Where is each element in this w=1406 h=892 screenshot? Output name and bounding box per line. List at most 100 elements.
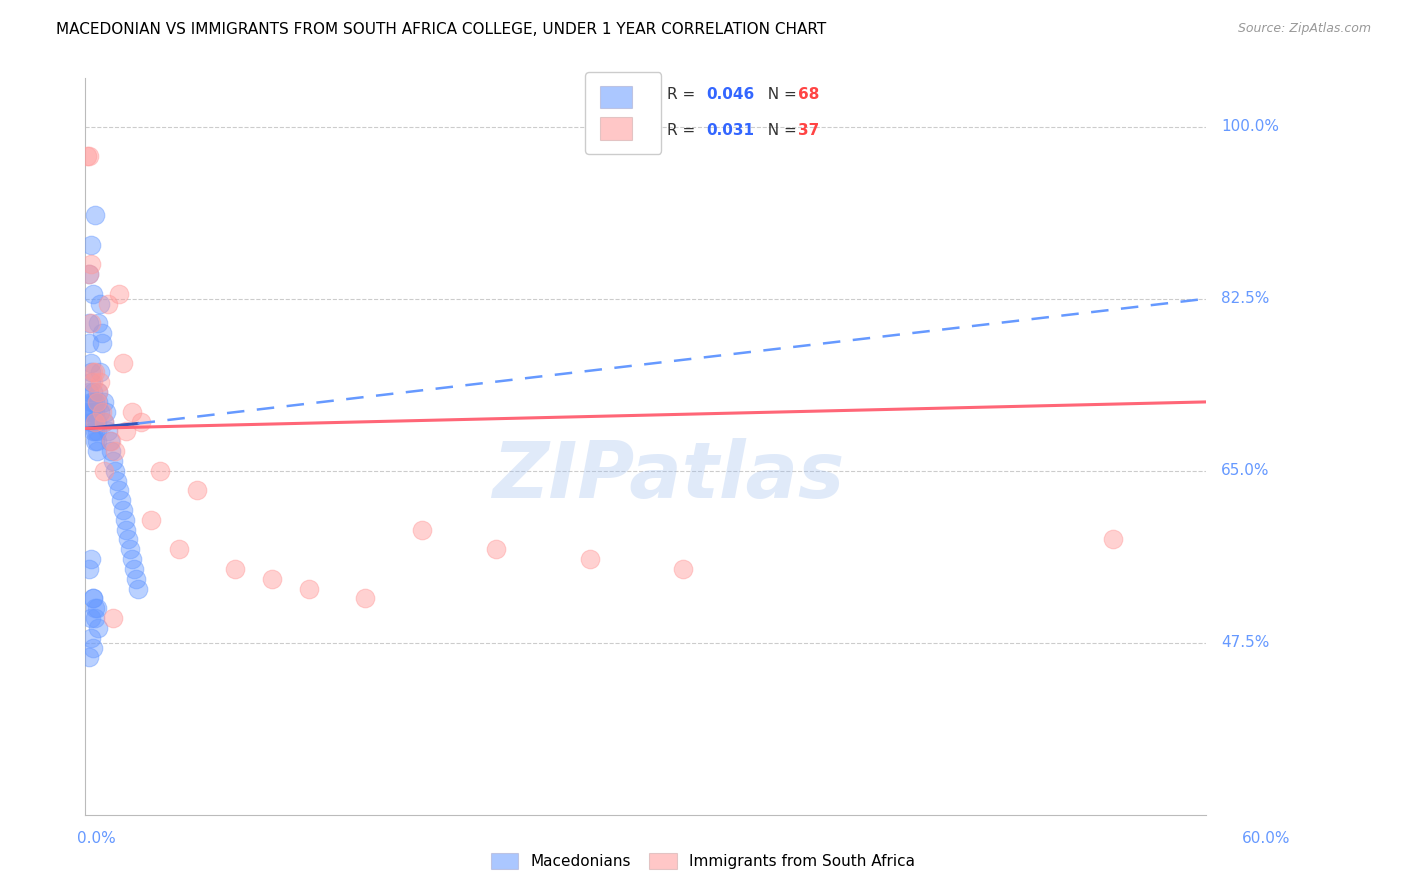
Point: [122, 562, 145, 576]
Point: [83, 395, 105, 409]
Point: [108, 483, 131, 498]
Point: [93, 415, 115, 429]
Point: [149, 464, 172, 478]
Point: [86, 444, 108, 458]
Point: [98, 434, 121, 449]
Point: [77, 316, 100, 330]
Point: [80, 257, 103, 271]
Point: [111, 503, 134, 517]
Point: [103, 611, 125, 625]
Point: [86, 601, 108, 615]
Point: [87, 385, 110, 400]
Point: [120, 542, 142, 557]
Point: [77, 267, 100, 281]
Point: [82, 640, 104, 655]
Point: [80, 631, 103, 645]
Point: [77, 267, 100, 281]
Point: [80, 376, 103, 390]
Point: [83, 405, 105, 419]
Text: 0.0%: 0.0%: [77, 831, 117, 846]
Point: [87, 316, 110, 330]
Point: [82, 425, 104, 439]
Point: [80, 611, 103, 625]
Text: 82.5%: 82.5%: [1220, 292, 1270, 306]
Point: [87, 395, 110, 409]
Text: N =: N =: [758, 123, 801, 138]
Text: Source: ZipAtlas.com: Source: ZipAtlas.com: [1237, 22, 1371, 36]
Point: [125, 572, 148, 586]
Point: [100, 444, 122, 458]
Point: [80, 237, 103, 252]
Point: [89, 296, 111, 310]
Point: [82, 376, 104, 390]
Point: [83, 208, 105, 222]
Point: [83, 425, 105, 439]
Point: [77, 650, 100, 665]
Point: [77, 335, 100, 350]
Point: [127, 582, 149, 596]
Legend: Macedonians, Immigrants from South Africa: Macedonians, Immigrants from South Afric…: [485, 847, 921, 875]
Point: [110, 493, 132, 508]
Point: [89, 366, 111, 380]
Legend: , : ,: [585, 72, 661, 154]
Text: R =: R =: [666, 123, 700, 138]
Point: [82, 591, 104, 606]
Point: [672, 562, 695, 576]
Point: [115, 523, 138, 537]
Point: [87, 621, 110, 635]
Point: [83, 611, 105, 625]
Point: [83, 415, 105, 429]
Point: [82, 366, 104, 380]
Point: [93, 464, 115, 478]
Point: [82, 591, 104, 606]
Point: [80, 415, 103, 429]
Point: [83, 366, 105, 380]
Point: [91, 405, 114, 419]
Point: [1101, 533, 1123, 547]
Point: [111, 356, 134, 370]
Point: [80, 552, 103, 566]
Point: [77, 149, 100, 163]
Point: [82, 415, 104, 429]
Point: [86, 425, 108, 439]
Point: [121, 552, 143, 566]
Point: [139, 513, 162, 527]
Point: [93, 395, 115, 409]
Point: [97, 425, 120, 439]
Point: [100, 434, 122, 449]
Point: [76, 405, 98, 419]
Point: [77, 385, 100, 400]
Point: [86, 395, 108, 409]
Text: 100.0%: 100.0%: [1220, 120, 1279, 135]
Text: 37: 37: [797, 123, 818, 138]
Point: [97, 296, 120, 310]
Text: 47.5%: 47.5%: [1220, 635, 1270, 650]
Point: [82, 385, 104, 400]
Point: [117, 533, 139, 547]
Point: [83, 415, 105, 429]
Point: [108, 286, 131, 301]
Point: [354, 591, 377, 606]
Point: [83, 434, 105, 449]
Point: [80, 366, 103, 380]
Point: [131, 415, 153, 429]
Point: [115, 425, 138, 439]
Text: 0.046: 0.046: [706, 87, 755, 103]
Point: [224, 562, 246, 576]
Point: [82, 405, 104, 419]
Text: N =: N =: [758, 87, 801, 103]
Point: [76, 149, 98, 163]
Point: [80, 316, 103, 330]
Point: [86, 415, 108, 429]
Text: 60.0%: 60.0%: [1243, 831, 1291, 846]
Point: [94, 405, 117, 419]
Text: ZIPatlas: ZIPatlas: [492, 438, 844, 514]
Point: [104, 444, 127, 458]
Text: 68: 68: [797, 87, 820, 103]
Point: [87, 385, 110, 400]
Point: [89, 376, 111, 390]
Text: 0.031: 0.031: [706, 123, 754, 138]
Point: [411, 523, 433, 537]
Point: [104, 464, 127, 478]
Point: [80, 395, 103, 409]
